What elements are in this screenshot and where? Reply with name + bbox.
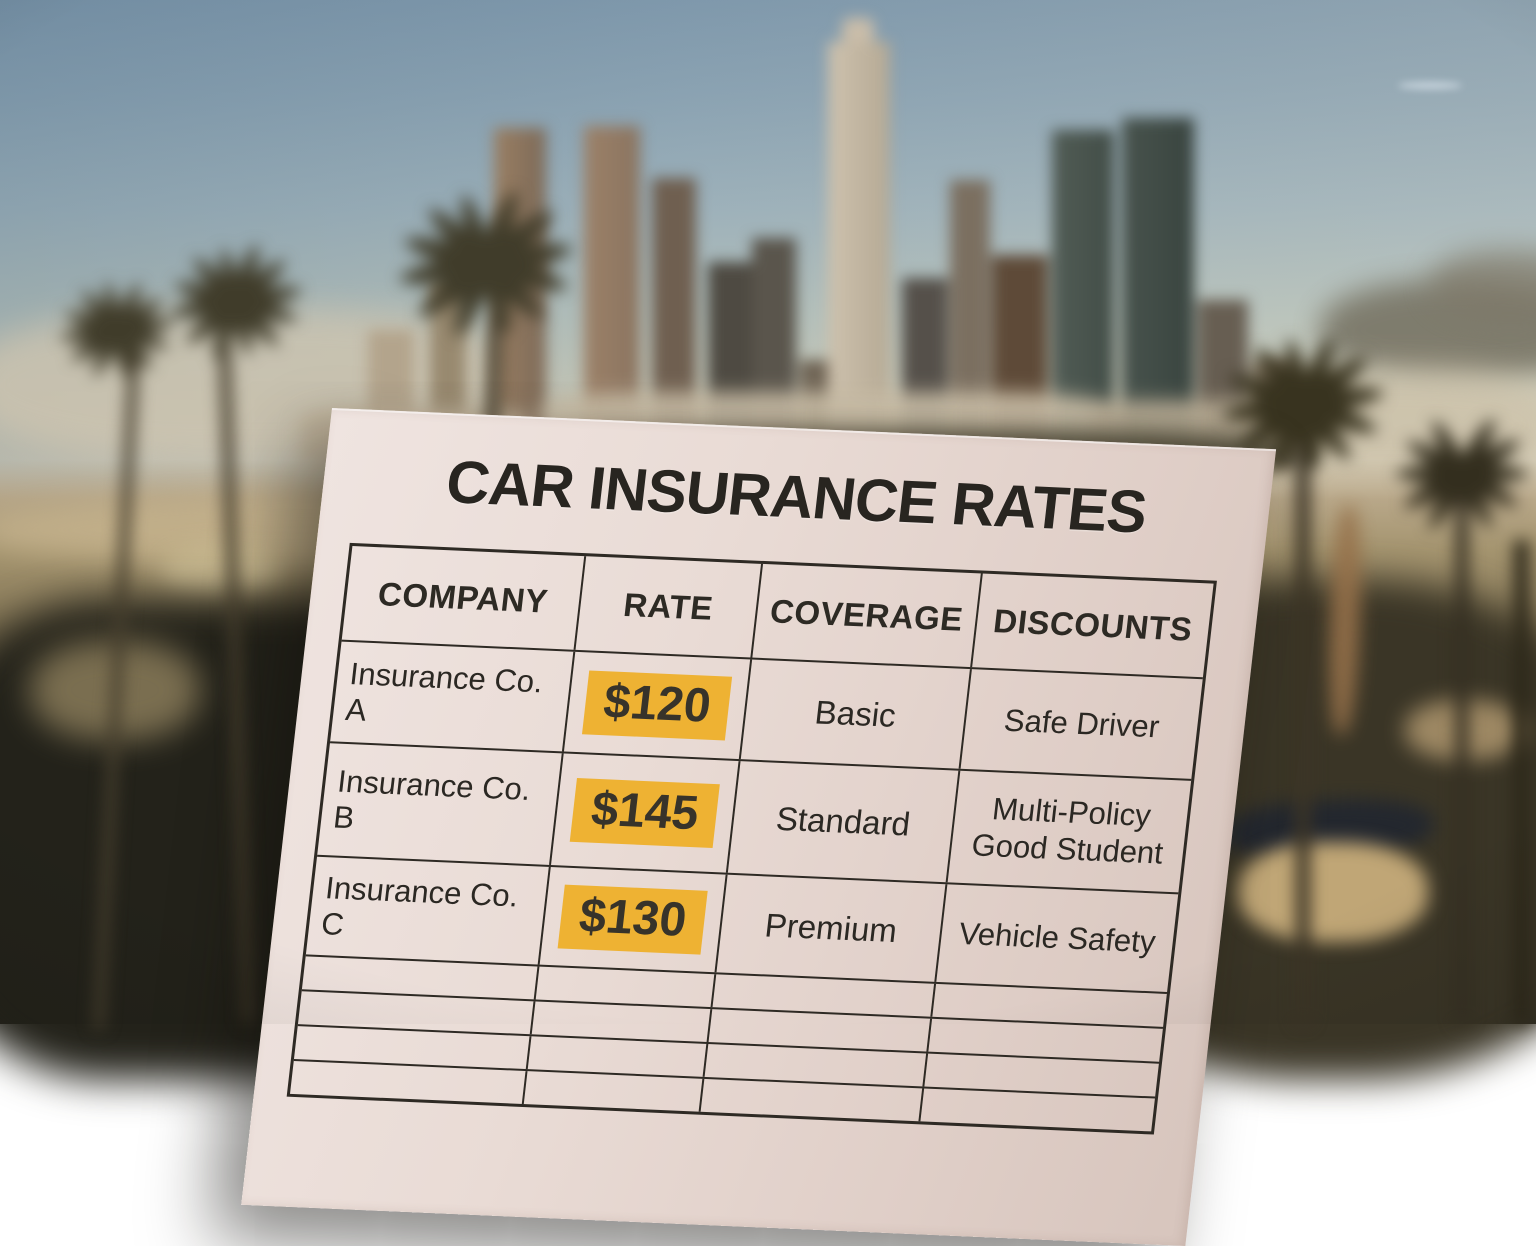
- palm-trunk: [93, 330, 141, 1030]
- palm-trunk: [1456, 470, 1468, 1024]
- sheet-title: CAR INSURANCE RATES: [442, 448, 1150, 546]
- palm-trunk: [1514, 540, 1529, 1024]
- sunlit-patch: [160, 545, 280, 595]
- cloud-wisp: [1398, 82, 1462, 89]
- rate-table: COMPANY RATE COVERAGE DISCOUNTS Insuranc…: [286, 542, 1217, 1135]
- coverage-cell: Basic: [740, 659, 972, 769]
- header-rate: RATE: [575, 556, 764, 658]
- distant-hills-far: [1430, 250, 1536, 320]
- header-company: COMPANY: [341, 546, 587, 650]
- company-cell: Insurance Co. C: [305, 856, 551, 965]
- palm-trunk: [217, 300, 254, 1024]
- header-coverage: COVERAGE: [752, 563, 983, 668]
- empty-cell: [523, 1071, 705, 1112]
- discounts-cell: Vehicle Safety: [957, 915, 1158, 960]
- rate-highlight-badge: $145: [569, 778, 720, 849]
- empty-cell: [527, 1036, 709, 1077]
- rate-cell: $130: [539, 866, 728, 973]
- rate-highlight-badge: $130: [557, 884, 708, 955]
- empty-cell: [535, 966, 717, 1008]
- rate-sheet: CAR INSURANCE RATES COMPANY RATE COVERAG…: [241, 408, 1277, 1246]
- rate-highlight-badge: $120: [582, 670, 732, 741]
- house-wall: [1238, 842, 1428, 942]
- discounts-cell: Safe Driver: [1002, 702, 1162, 745]
- empty-cell: [531, 1001, 713, 1043]
- company-cell: Insurance Co. A: [330, 641, 576, 752]
- rate-cell: $120: [563, 651, 753, 760]
- company-cell: Insurance Co. B: [317, 743, 564, 865]
- palm-trunk: [1296, 400, 1310, 1024]
- downtown-skyline: [300, 18, 1294, 470]
- header-discounts: DISCOUNTS: [991, 602, 1195, 648]
- palm-tree: [59, 187, 1529, 1030]
- coverage-cell: Standard: [727, 761, 961, 883]
- coverage-cell: Premium: [716, 874, 948, 982]
- rate-cell: $145: [551, 753, 741, 873]
- discounts-cell: Multi-Policy Good Student: [969, 791, 1165, 871]
